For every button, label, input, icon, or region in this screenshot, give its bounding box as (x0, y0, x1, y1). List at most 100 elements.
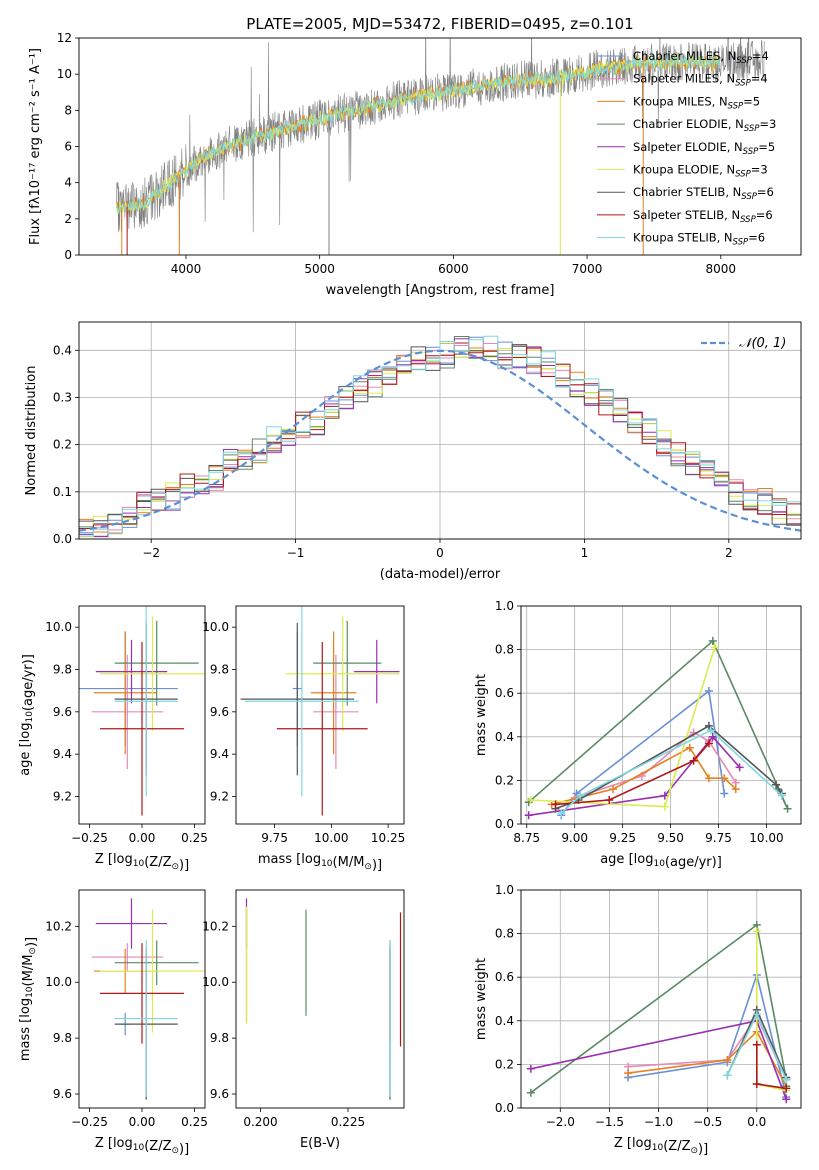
weight-z-xtick-label: −1.5 (595, 1115, 624, 1129)
mass-z-axes: −0.25 0.00 0.25 9.6 9.8 10.0 10.2 Z [log10(Z/Z⊙… (18, 919, 208, 1157)
age-z-axes: −0.25 0.00 0.25 9.2 9.4 9.6 9.8 10.0 Z [log10(Z/… (18, 620, 208, 873)
age-z-ytick-label: 9.2 (53, 789, 72, 803)
mass-z-ytick-label: 10.2 (45, 919, 72, 933)
spectrum-model-line (116, 55, 721, 214)
mass-z-xtick-label: 0.00 (129, 1115, 156, 1129)
weight-age-point-marker (609, 785, 618, 794)
weight-z-point-marker (752, 927, 761, 936)
weight-age-point-marker (706, 726, 715, 735)
weight-z-ytick-label: 0.0 (495, 1101, 514, 1115)
mass-z-plot (91, 898, 205, 1100)
residuals-xtick-label: 0 (436, 546, 444, 560)
age-mass-axes: 9.75 10.00 10.25 9.2 9.4 9.6 9.8 10.0 mass [log1… (202, 620, 405, 873)
weight-z-ytick-label: 0.8 (495, 927, 514, 941)
age-z-ytick-label: 9.4 (53, 747, 72, 761)
spectrum-xtick-label: 8000 (706, 262, 737, 276)
residuals-xtick-label: −2 (142, 546, 160, 560)
residuals-xtick-label: 1 (581, 546, 589, 560)
mass-z-ytick-label: 10.0 (45, 975, 72, 989)
weight-age-point-marker (524, 811, 533, 820)
legend-entry: Salpeter STELIB, NSSP=6 (633, 208, 773, 225)
legend-entry: Chabrier STELIB, NSSP=6 (633, 185, 774, 202)
weight-age-xtick-label: 9.50 (657, 831, 684, 845)
age-mass-ytick-label: 9.8 (210, 662, 229, 676)
weight-z-plot (526, 920, 791, 1104)
weight-z-point-marker (526, 1088, 535, 1097)
weight-age-xtick-label: 10.00 (749, 831, 783, 845)
legend-entry: Salpeter MILES, NSSP=4 (633, 72, 768, 89)
weight-age-series-line (560, 729, 783, 814)
weight-z-ytick-label: 0.4 (495, 1014, 514, 1028)
normal-curve (79, 349, 801, 532)
residuals-ytick-label: 0.2 (53, 438, 72, 452)
spectrum-legend: Chabrier MILES, NSSP=4 Salpeter MILES, NS… (597, 49, 776, 248)
weight-z-point-marker (526, 1064, 535, 1073)
age-mass-xlabel: mass [log10(M/M⊙)] (258, 852, 382, 873)
legend-entry: Kroupa ELODIE, NSSP=3 (633, 163, 768, 180)
weight-age-ylabel: mass weight (474, 674, 489, 756)
spectrum-plot (116, 38, 765, 255)
mass-z-ytick-label: 9.6 (53, 1087, 72, 1101)
mass-z-xlabel: Z [log10(Z/Z⊙)] (95, 1136, 189, 1157)
weight-age-series-line (555, 742, 710, 806)
panels: 4000 5000 6000 7000 8000024681012wavelength … (18, 31, 802, 1157)
weight-age-xtick-label: 9.75 (705, 831, 732, 845)
weight-z-series-line (627, 972, 788, 1098)
age-mass-ytick-label: 9.2 (210, 789, 229, 803)
weight-age-point-marker (557, 809, 566, 818)
spectrum-xtick-label: 4000 (171, 262, 202, 276)
weight-z-ytick-label: 0.2 (495, 1057, 514, 1071)
legend-entry: Kroupa MILES, NSSP=5 (633, 94, 760, 111)
age-z-ytick-label: 10.0 (45, 620, 72, 634)
weight-z-xtick-label: −0.5 (693, 1115, 722, 1129)
spectrum-xtick-label: 6000 (438, 262, 469, 276)
residuals-axes: −2 −1 0 1 2 0.0 0.1 0.2 0.3 0.4 (data-model)/error… (24, 322, 801, 582)
residuals-ylabel: Normed distribution (24, 366, 39, 496)
age-mass-frame (235, 605, 405, 825)
weight-age-point-marker (704, 774, 713, 783)
spectrum-ylabel: Flux [fλ10⁻¹⁷ erg cm⁻² s⁻¹ A⁻¹] (28, 48, 43, 245)
weight-z-point-marker (752, 1080, 761, 1089)
legend-entry: Kroupa STELIB, NSSP=6 (633, 231, 765, 248)
mass-ebv-axes: 0.200 0.225 9.6 9.8 10.0 10.2 E(B-V) (202, 919, 365, 1151)
weight-age-ytick-label: 0.6 (495, 686, 514, 700)
weight-age-point-marker (710, 643, 719, 652)
residuals-ytick-label: 0.3 (53, 390, 72, 404)
weight-z-ylabel: mass weight (474, 958, 489, 1040)
mass-ebv-ytick-label: 10.2 (202, 919, 229, 933)
weight-age-ytick-label: 0.4 (495, 730, 514, 744)
weight-age-point-marker (708, 636, 717, 645)
normal-legend-label: 𝒩(0, 1) (739, 336, 786, 351)
age-z-ytick-label: 9.6 (53, 705, 72, 719)
weight-age-point-marker (704, 739, 713, 748)
residuals-xtick-label: −1 (287, 546, 305, 560)
weight-age-point-marker (783, 804, 792, 813)
legend-entry: Salpeter ELODIE, NSSP=5 (633, 140, 775, 157)
weight-age-point-marker (576, 791, 585, 800)
weight-age-xtick-label: 8.75 (513, 831, 540, 845)
spectrum-ytick-label: 8 (64, 103, 72, 117)
age-z-xtick-label: −0.25 (71, 831, 108, 845)
weight-z-point-marker (782, 1075, 791, 1084)
age-mass-xtick-label: 10.00 (314, 831, 348, 845)
weight-age-point-marker (720, 774, 729, 783)
residuals-ytick-label: 0.1 (53, 485, 72, 499)
weight-age-xlabel: age [log10(age/yr)] (600, 852, 722, 870)
spectrum-xtick-label: 5000 (304, 262, 335, 276)
age-mass-xtick-label: 10.25 (371, 831, 405, 845)
weight-z-point-marker (782, 1084, 791, 1093)
spectrum-ytick-label: 12 (57, 31, 72, 45)
weight-age-point-marker (772, 780, 781, 789)
weight-age-ytick-label: 0.0 (495, 817, 514, 831)
weight-age-xtick-label: 9.25 (609, 831, 636, 845)
spectrum-ytick-label: 2 (64, 212, 72, 226)
weight-z-point-marker (723, 1056, 732, 1065)
age-mass-ytick-label: 9.6 (210, 705, 229, 719)
weight-age-point-marker (685, 743, 694, 752)
weight-z-xtick-label: 0.0 (747, 1115, 766, 1129)
weight-age-ytick-label: 0.2 (495, 773, 514, 787)
residual-histogram (79, 344, 801, 525)
age-mass-xtick-label: 9.75 (261, 831, 288, 845)
mass-ebv-xlabel: E(B-V) (300, 1136, 340, 1151)
